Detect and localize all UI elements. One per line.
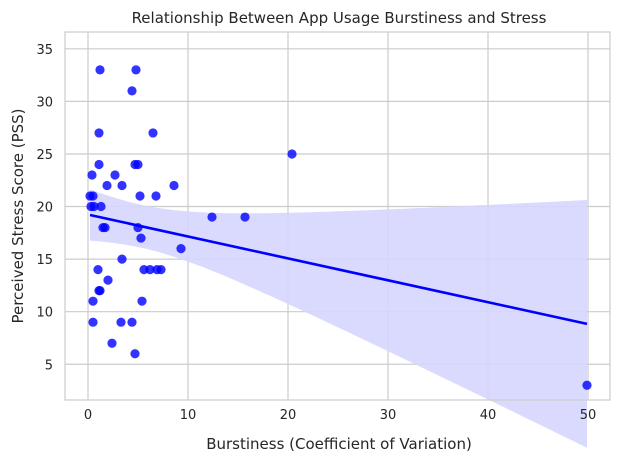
data-point [240, 212, 250, 222]
ticks: 0 10 20 30 40 50 5 10 15 20 25 30 35 [36, 43, 596, 423]
data-point [107, 338, 117, 348]
y-tick-label: 25 [36, 148, 53, 163]
x-axis-label: Burstiness (Coefficient of Variation) [206, 435, 472, 453]
data-point [88, 191, 98, 201]
points [85, 65, 592, 390]
data-point [102, 180, 112, 191]
data-point [127, 317, 137, 327]
y-tick-label: 35 [36, 43, 53, 58]
data-point [103, 275, 113, 285]
data-point [137, 296, 147, 306]
data-point [100, 222, 110, 233]
x-tick-label: 10 [180, 408, 197, 423]
data-point [89, 201, 99, 212]
data-point [135, 191, 145, 201]
y-tick-label: 20 [36, 201, 53, 216]
data-point [94, 128, 104, 138]
y-axis-label: Perceived Stress Score (PSS) [9, 108, 27, 323]
data-point [88, 317, 98, 327]
data-point [94, 159, 104, 170]
data-point [127, 86, 137, 96]
data-point [145, 265, 155, 275]
data-point [95, 65, 105, 75]
plot-frame [64, 31, 611, 401]
data-point [133, 222, 143, 233]
data-point [96, 201, 106, 212]
chart-title: Relationship Between App Usage Burstines… [132, 9, 547, 27]
data-point [156, 265, 166, 275]
confidence-band [90, 189, 587, 448]
data-point [582, 380, 592, 390]
data-point [110, 170, 120, 180]
data-point [88, 296, 98, 306]
data-point [116, 317, 126, 327]
x-tick-label: 20 [280, 408, 297, 423]
y-tick-label: 5 [45, 358, 53, 373]
data-point [93, 265, 103, 275]
data-point [130, 349, 140, 359]
x-tick-label: 30 [380, 408, 397, 423]
data-point [133, 159, 143, 170]
x-tick-label: 50 [580, 408, 597, 423]
data-point [136, 233, 146, 243]
data-point [148, 128, 158, 138]
data-point [131, 65, 141, 75]
x-tick-label: 40 [480, 408, 497, 423]
regression-line [89, 213, 588, 326]
data-point [95, 286, 105, 296]
y-tick-label: 15 [36, 253, 53, 268]
y-tick-label: 10 [36, 306, 53, 321]
data-point [151, 191, 161, 201]
y-tick-label: 30 [36, 95, 53, 110]
data-point [176, 243, 186, 254]
x-tick-label: 0 [84, 408, 92, 423]
data-point [287, 149, 297, 159]
data-point [117, 254, 127, 264]
data-point [207, 212, 217, 222]
data-point [117, 180, 127, 191]
data-point [169, 180, 179, 191]
data-point [87, 170, 97, 180]
